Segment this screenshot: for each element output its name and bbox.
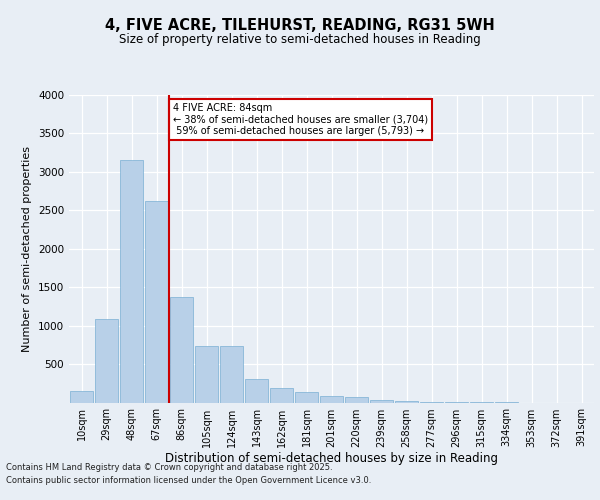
Bar (145, 201, 168, 402)
Text: Contains HM Land Registry data © Crown copyright and database right 2025.: Contains HM Land Registry data © Crown c… (6, 462, 332, 471)
Y-axis label: Number of semi-detached properties: Number of semi-detached properties (22, 146, 32, 352)
Bar (220, 346, 243, 403)
Bar (370, 400, 393, 402)
Bar (270, 388, 293, 402)
Bar (95, 320, 118, 402)
Bar (195, 346, 218, 403)
Bar (295, 392, 318, 402)
Text: Size of property relative to semi-detached houses in Reading: Size of property relative to semi-detach… (119, 32, 481, 46)
Bar (395, 401, 418, 402)
Bar (120, 160, 143, 402)
Text: 4, FIVE ACRE, TILEHURST, READING, RG31 5WH: 4, FIVE ACRE, TILEHURST, READING, RG31 5… (105, 18, 495, 32)
X-axis label: Distribution of semi-detached houses by size in Reading: Distribution of semi-detached houses by … (165, 452, 498, 466)
Bar (170, 297, 193, 403)
Bar (345, 396, 368, 402)
Bar (320, 396, 343, 402)
Bar (245, 378, 268, 402)
Text: Contains public sector information licensed under the Open Government Licence v3: Contains public sector information licen… (6, 476, 371, 485)
Bar (70, 390, 93, 402)
Text: 4 FIVE ACRE: 84sqm
← 38% of semi-detached houses are smaller (3,704)
 59% of sem: 4 FIVE ACRE: 84sqm ← 38% of semi-detache… (173, 102, 428, 136)
